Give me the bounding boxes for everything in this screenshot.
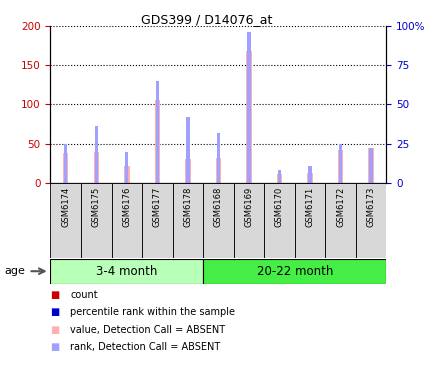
Bar: [142, 183, 172, 258]
Bar: [276, 173, 282, 183]
Text: GDS399 / D14076_at: GDS399 / D14076_at: [140, 13, 272, 26]
Text: ■: ■: [50, 325, 60, 335]
Text: ■: ■: [50, 342, 60, 352]
Text: GSM6171: GSM6171: [305, 187, 314, 227]
Text: rank, Detection Call = ABSENT: rank, Detection Call = ABSENT: [70, 342, 220, 352]
Bar: [81, 183, 111, 258]
Bar: [277, 171, 280, 183]
Bar: [216, 132, 219, 183]
Bar: [368, 148, 372, 183]
Text: GSM6174: GSM6174: [61, 187, 70, 227]
Text: 20-22 month: 20-22 month: [256, 265, 332, 278]
Text: value, Detection Call = ABSENT: value, Detection Call = ABSENT: [70, 325, 225, 335]
Bar: [63, 153, 68, 183]
Bar: [203, 259, 385, 284]
Bar: [124, 166, 129, 183]
Text: count: count: [70, 290, 98, 300]
Bar: [50, 259, 203, 284]
Text: GSM6170: GSM6170: [274, 187, 283, 227]
Bar: [264, 183, 294, 258]
Bar: [325, 183, 355, 258]
Bar: [186, 117, 189, 183]
Bar: [185, 160, 190, 183]
Text: ■: ■: [50, 307, 60, 317]
Text: GSM6168: GSM6168: [213, 187, 223, 227]
Bar: [95, 126, 98, 183]
Bar: [246, 51, 251, 183]
Bar: [233, 183, 264, 258]
Bar: [337, 150, 343, 183]
Bar: [125, 152, 128, 183]
Text: GSM6172: GSM6172: [335, 187, 344, 227]
Text: GSM6178: GSM6178: [183, 187, 192, 227]
Bar: [367, 148, 373, 183]
Text: GSM6175: GSM6175: [92, 187, 101, 227]
Text: GSM6169: GSM6169: [244, 187, 253, 227]
Text: GSM6173: GSM6173: [366, 187, 374, 227]
Text: GSM6177: GSM6177: [152, 187, 162, 227]
Bar: [154, 100, 160, 183]
Bar: [307, 173, 312, 183]
Bar: [64, 143, 67, 183]
Bar: [50, 183, 81, 258]
Bar: [172, 183, 203, 258]
Bar: [111, 183, 142, 258]
Bar: [155, 81, 159, 183]
Bar: [93, 152, 99, 183]
Bar: [215, 158, 221, 183]
Text: percentile rank within the sample: percentile rank within the sample: [70, 307, 235, 317]
Bar: [294, 183, 325, 258]
Text: ■: ■: [50, 290, 60, 300]
Text: 3-4 month: 3-4 month: [96, 265, 157, 278]
Text: GSM6176: GSM6176: [122, 187, 131, 227]
Text: age: age: [4, 266, 25, 276]
Bar: [338, 143, 341, 183]
Bar: [307, 166, 311, 183]
Bar: [247, 32, 250, 183]
Bar: [203, 183, 233, 258]
Bar: [355, 183, 385, 258]
